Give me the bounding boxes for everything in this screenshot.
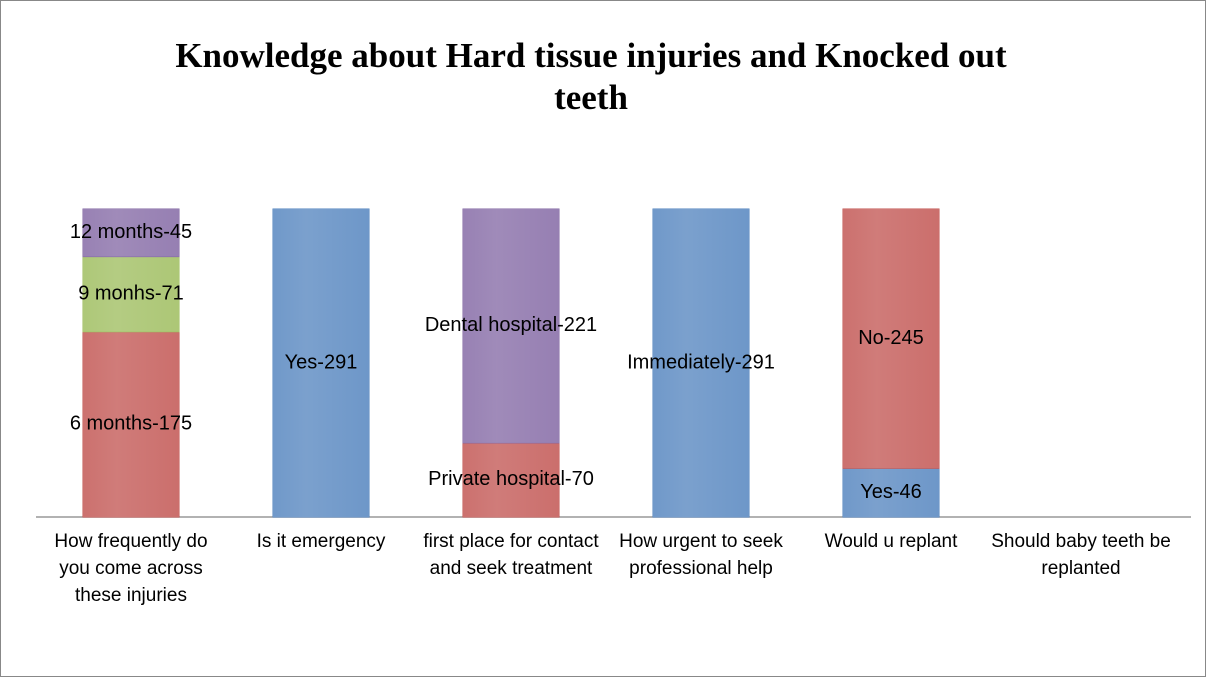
data-label: No-245 — [858, 327, 924, 349]
data-label: 9 monhs-71 — [78, 282, 184, 304]
bar-shade — [83, 331, 179, 517]
bar-shade — [843, 468, 939, 517]
data-label: Private hospital-70 — [428, 468, 594, 490]
bar-shade — [83, 209, 179, 257]
x-tick-label: Would u replant — [824, 531, 958, 552]
bar-shade — [83, 256, 179, 332]
bar-shade — [463, 209, 559, 443]
x-tick-label: How frequently do you come across these … — [54, 531, 208, 606]
bar-shade — [653, 209, 749, 517]
chart-title: Knowledge about Hard tissue injuries and… — [175, 36, 1007, 117]
bar-shade — [273, 209, 369, 517]
data-label: Dental hospital-221 — [425, 314, 597, 336]
data-label: Yes-291 — [285, 351, 358, 373]
data-label: 12 months-45 — [70, 221, 192, 243]
x-tick-label: How urgent to seek professional help — [619, 531, 783, 579]
x-tick-label: Should baby teeth be replanted — [991, 531, 1171, 579]
x-tick-label: Is it emergency — [256, 531, 386, 552]
bar-shade — [463, 442, 559, 517]
x-tick-label: first place for contact and seek treatme… — [423, 531, 599, 579]
data-label: Yes-46 — [860, 481, 922, 503]
data-label: Immediately-291 — [627, 351, 775, 373]
bar-shade — [843, 209, 939, 469]
data-label: 6 months-175 — [70, 413, 192, 435]
